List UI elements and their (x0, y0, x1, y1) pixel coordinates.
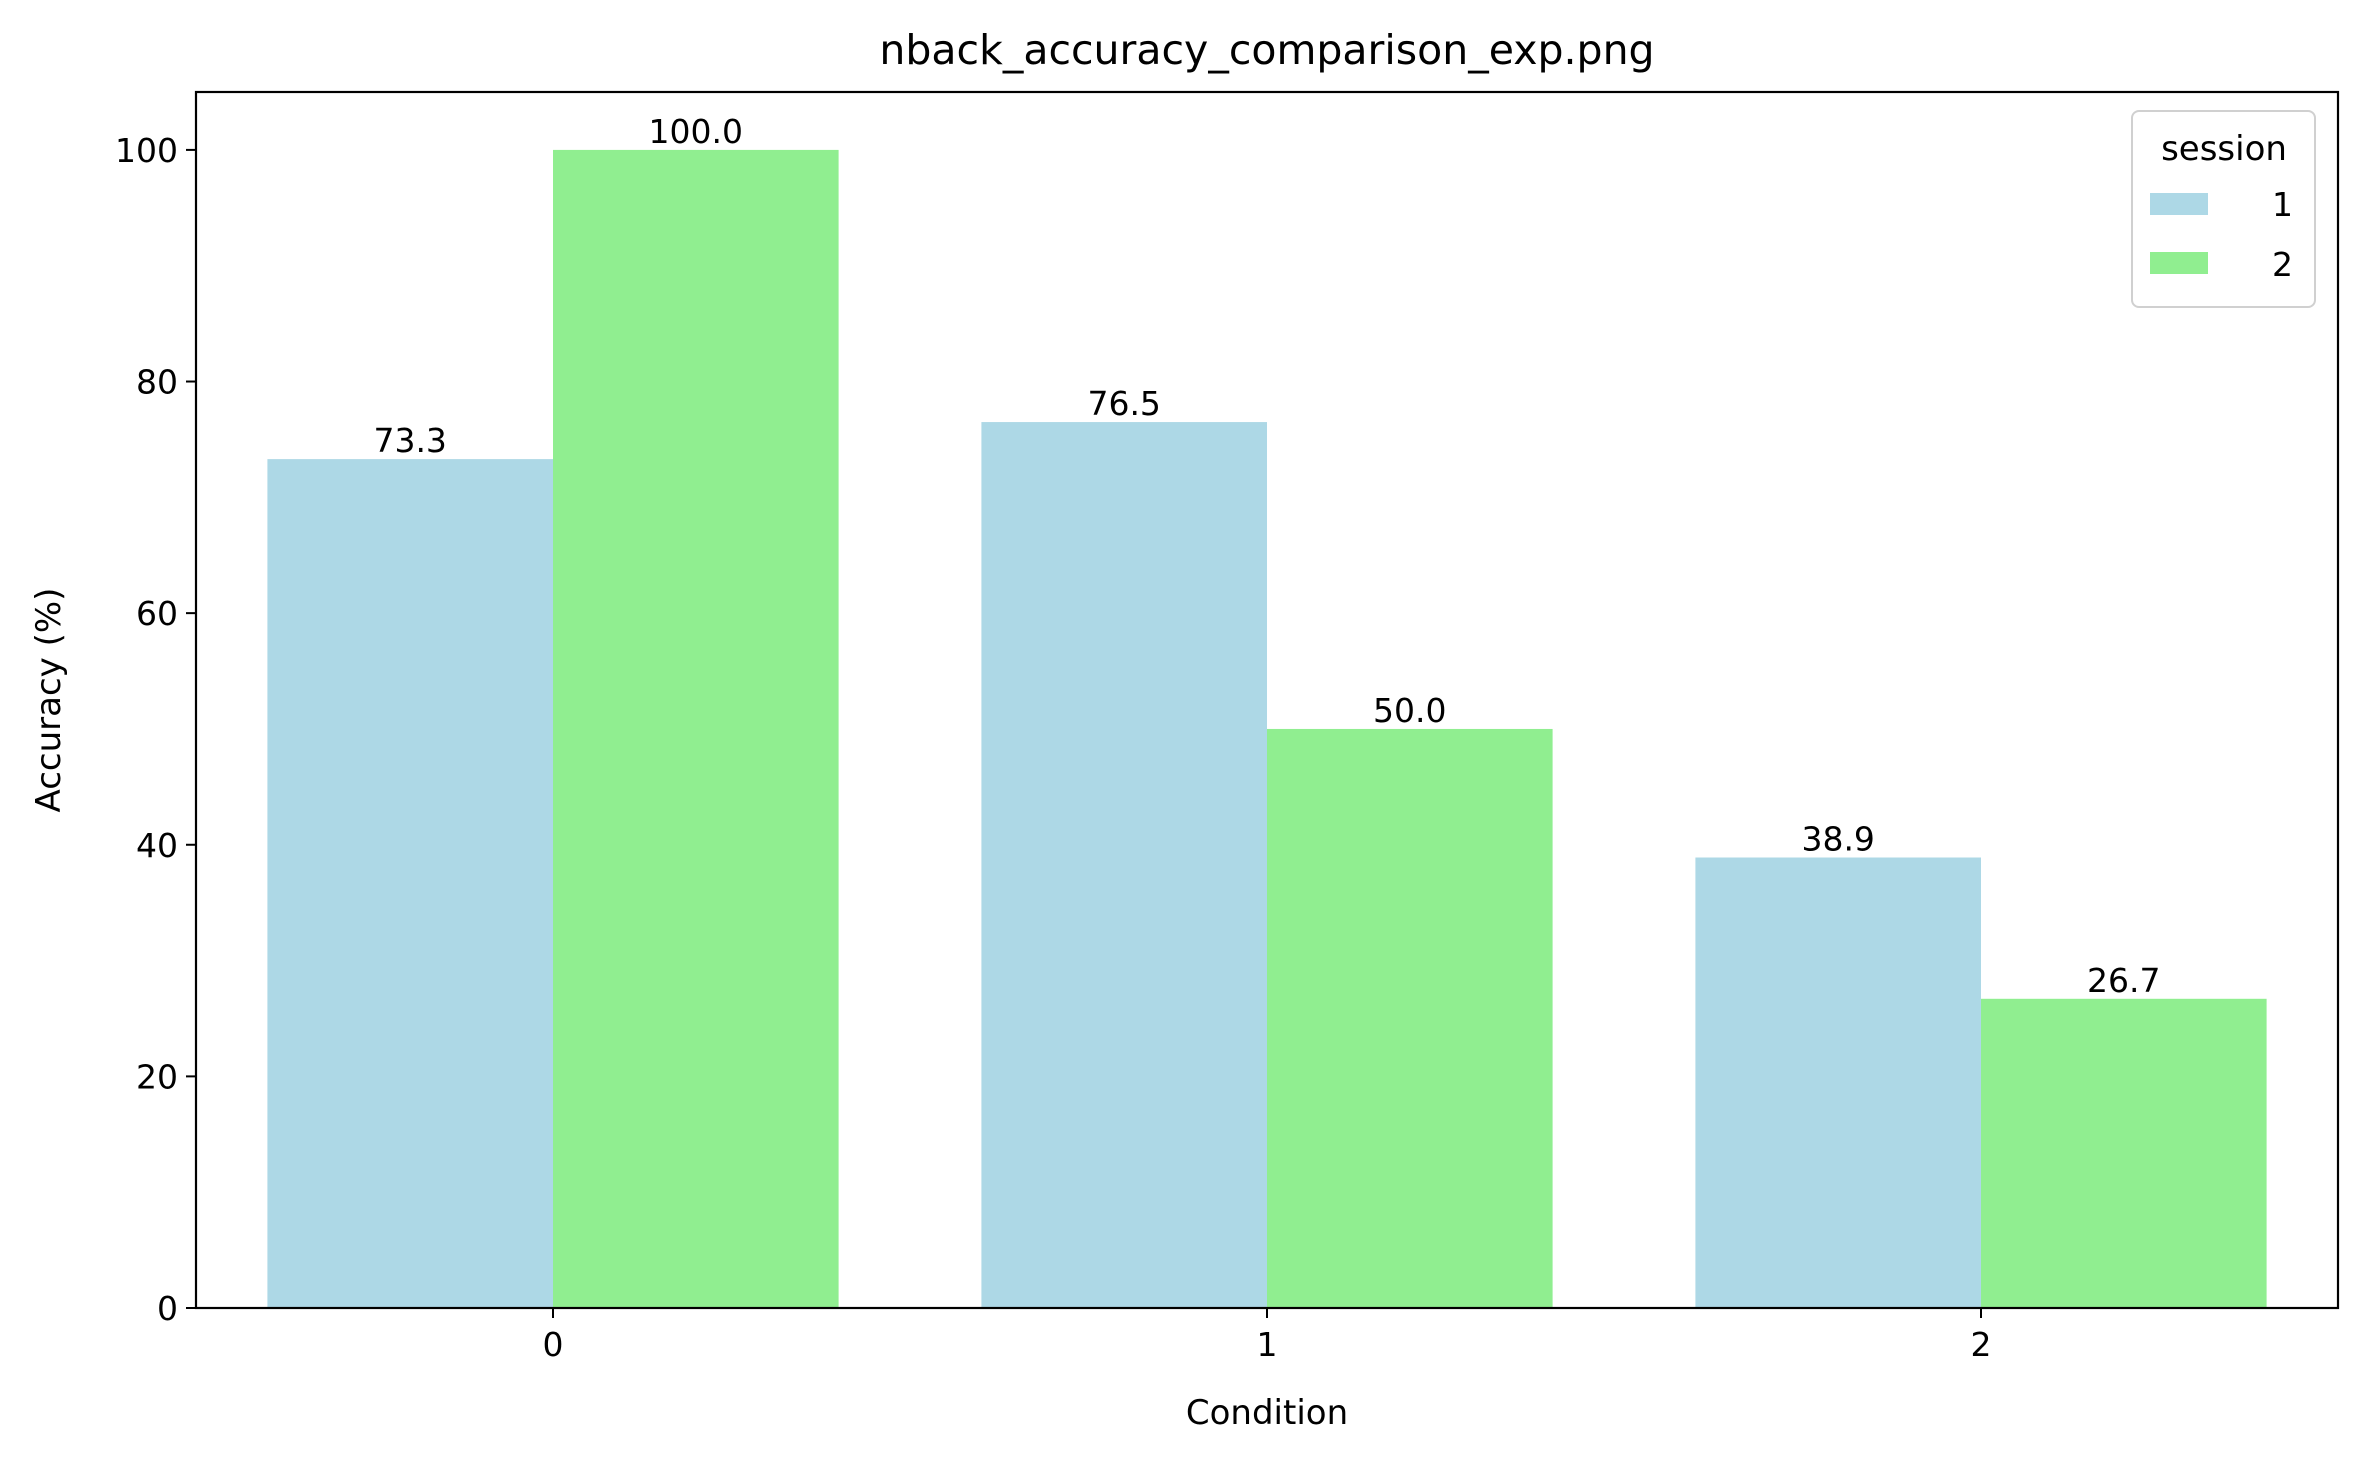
legend: session 1 2 (2131, 110, 2316, 308)
legend-label-session-2: 2 (2272, 245, 2293, 284)
chart-title: nback_accuracy_comparison_exp.png (879, 26, 1654, 74)
data-label-condition-0-session-1: 73.3 (373, 421, 446, 460)
y-tick-label-60: 60 (136, 594, 178, 633)
data-label-condition-2-session-1: 38.9 (1801, 820, 1874, 859)
bar-condition-2-session-1 (1695, 857, 1981, 1308)
data-label-condition-2-session-2: 26.7 (2087, 961, 2160, 1000)
y-tick-label-40: 40 (136, 826, 178, 865)
x-tick-label-1: 1 (1257, 1325, 1278, 1364)
legend-label-session-1: 1 (2272, 185, 2293, 224)
ticks-layer (186, 148, 1982, 1318)
y-tick-label-100: 100 (115, 131, 178, 170)
bar-condition-1-session-2 (1267, 728, 1553, 1308)
x-tick-label-2: 2 (1971, 1325, 1992, 1364)
y-tick-label-20: 20 (136, 1057, 178, 1096)
bar-condition-0-session-2 (553, 149, 839, 1308)
data-label-condition-0-session-2: 100.0 (649, 112, 743, 151)
bar-condition-2-session-2 (1981, 998, 2267, 1308)
y-axis-label: Accuracy (%) (29, 588, 69, 813)
axes-frame (194, 90, 2340, 1310)
legend-swatch-session-2 (2150, 252, 2208, 274)
data-label-condition-1-session-1: 76.5 (1087, 384, 1160, 423)
bars-layer (267, 149, 2267, 1308)
legend-swatch-session-1 (2150, 193, 2208, 215)
y-tick-label-0: 0 (157, 1289, 178, 1328)
legend-title: session (2161, 129, 2287, 169)
x-axis-label: Condition (1186, 1393, 1348, 1433)
bar-condition-1-session-1 (981, 422, 1267, 1308)
data-label-condition-1-session-2: 50.0 (1373, 691, 1446, 730)
bar-condition-0-session-1 (267, 459, 553, 1308)
x-tick-label-0: 0 (543, 1325, 564, 1364)
y-tick-label-80: 80 (136, 363, 178, 402)
